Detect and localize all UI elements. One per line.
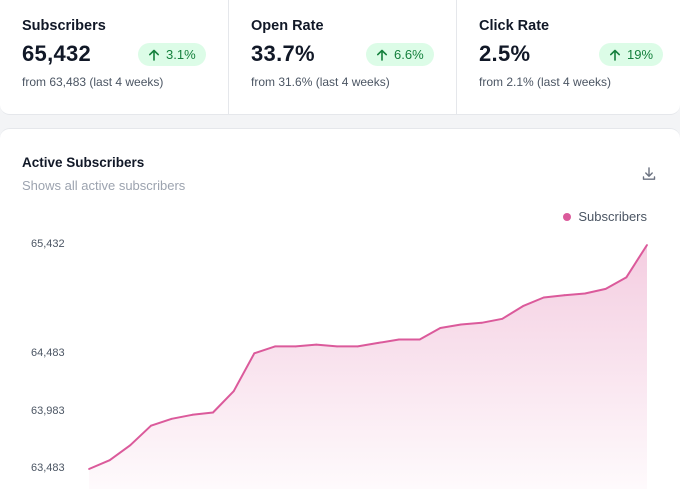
data-point (150, 424, 152, 427)
change-badge: 3.1% (138, 43, 206, 66)
stat-label: Subscribers (22, 18, 106, 34)
stats-row: Subscribers 65,432 3.1% from 63,483 (las… (0, 0, 680, 115)
y-tick-label: 64,483 (31, 347, 65, 359)
chart-subtitle: Shows all active subscribers (22, 178, 186, 193)
data-point (584, 292, 586, 295)
change-value: 19% (627, 47, 654, 62)
chart-card: Active Subscribers Shows all active subs… (0, 128, 680, 489)
data-point (336, 345, 338, 348)
data-point (480, 321, 483, 324)
data-point (563, 294, 566, 297)
series-area (89, 245, 647, 489)
data-point (274, 345, 276, 348)
download-icon[interactable] (641, 166, 657, 182)
data-point (356, 345, 359, 348)
arrow-up-icon (149, 49, 159, 61)
data-point (377, 342, 380, 344)
data-point (212, 411, 214, 414)
data-point (129, 444, 132, 447)
stat-label: Click Rate (479, 18, 550, 34)
stat-card-click-rate: Click Rate 2.5% 19% from 2.1% (last 4 we… (456, 0, 680, 114)
arrow-up-icon (610, 49, 620, 61)
change-value: 6.6% (394, 47, 424, 62)
data-point (522, 305, 524, 307)
stat-label: Open Rate (251, 18, 324, 34)
data-point (88, 468, 90, 470)
data-point (646, 244, 648, 246)
stat-value: 2.5% (479, 41, 531, 66)
arrow-up-icon (377, 49, 387, 61)
stat-subtext: from 63,483 (last 4 weeks) (22, 75, 164, 89)
legend-label: Subscribers (578, 209, 647, 224)
series-line-subscribers (88, 244, 648, 470)
change-badge: 6.6% (366, 43, 434, 66)
data-point (418, 338, 421, 341)
data-point (604, 288, 607, 290)
stat-subtext: from 31.6% (last 4 weeks) (251, 75, 390, 89)
stat-subtext: from 2.1% (last 4 weeks) (479, 75, 612, 89)
chart-title: Active Subscribers (22, 155, 145, 170)
data-point (542, 296, 545, 299)
data-point (191, 413, 194, 416)
y-tick-label: 63,983 (31, 405, 65, 417)
data-point (501, 317, 504, 320)
data-point (170, 417, 173, 420)
data-point (625, 276, 628, 279)
change-value: 3.1% (166, 47, 196, 62)
stat-value: 65,432 (22, 41, 92, 66)
y-tick-label: 65,432 (31, 238, 65, 250)
stat-value: 33.7% (251, 41, 315, 66)
data-point (439, 327, 442, 329)
chart-legend: Subscribers (563, 209, 647, 224)
legend-dot (563, 212, 572, 221)
data-point (460, 323, 462, 326)
stat-card-open-rate: Open Rate 33.7% 6.6% from 31.6% (last 4 … (228, 0, 456, 114)
data-point (398, 338, 400, 341)
change-badge: 19% (599, 43, 664, 66)
data-point (294, 345, 297, 348)
stat-card-subscribers: Subscribers 65,432 3.1% from 63,483 (las… (0, 0, 228, 114)
data-point (232, 390, 235, 393)
chart-plot (88, 244, 648, 489)
data-point (108, 459, 111, 462)
data-point (253, 352, 256, 355)
data-point (315, 343, 318, 346)
